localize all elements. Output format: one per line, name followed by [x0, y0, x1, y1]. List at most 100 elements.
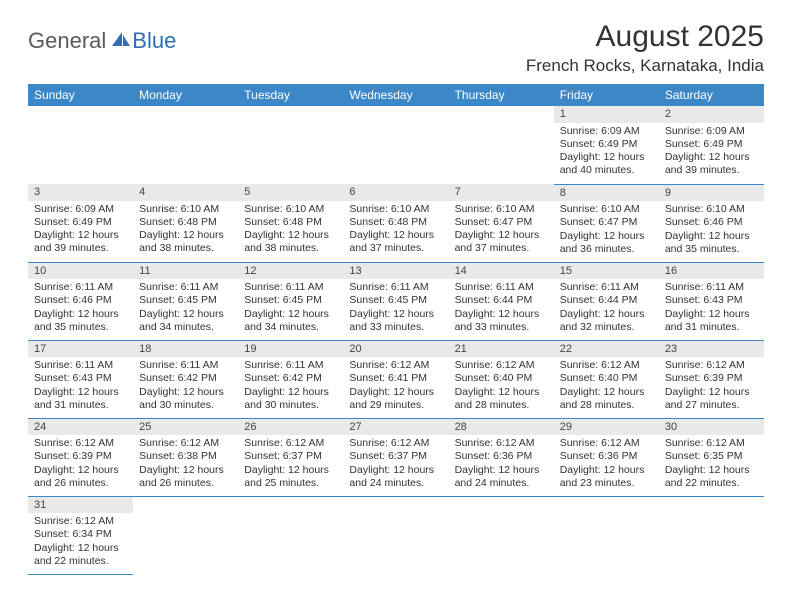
weekday-header: Monday	[133, 84, 238, 106]
day-number: 20	[343, 341, 448, 358]
calendar-day-cell: 23Sunrise: 6:12 AMSunset: 6:39 PMDayligh…	[659, 340, 764, 418]
day-details: Sunrise: 6:12 AMSunset: 6:36 PMDaylight:…	[554, 435, 659, 494]
weekday-header: Thursday	[449, 84, 554, 106]
day-details: Sunrise: 6:10 AMSunset: 6:47 PMDaylight:…	[554, 201, 659, 260]
calendar-day-cell: 21Sunrise: 6:12 AMSunset: 6:40 PMDayligh…	[449, 340, 554, 418]
day-number: 16	[659, 263, 764, 280]
day-details: Sunrise: 6:09 AMSunset: 6:49 PMDaylight:…	[554, 123, 659, 182]
day-details: Sunrise: 6:12 AMSunset: 6:37 PMDaylight:…	[238, 435, 343, 494]
calendar-day-cell: 2Sunrise: 6:09 AMSunset: 6:49 PMDaylight…	[659, 106, 764, 184]
calendar-week-row: 17Sunrise: 6:11 AMSunset: 6:43 PMDayligh…	[28, 340, 764, 418]
calendar-day-cell: 10Sunrise: 6:11 AMSunset: 6:46 PMDayligh…	[28, 262, 133, 340]
weekday-header: Friday	[554, 84, 659, 106]
calendar-day-cell: 8Sunrise: 6:10 AMSunset: 6:47 PMDaylight…	[554, 184, 659, 262]
calendar-day-cell: 25Sunrise: 6:12 AMSunset: 6:38 PMDayligh…	[133, 418, 238, 496]
day-details: Sunrise: 6:09 AMSunset: 6:49 PMDaylight:…	[659, 123, 764, 182]
day-details: Sunrise: 6:12 AMSunset: 6:40 PMDaylight:…	[449, 357, 554, 416]
day-number: 30	[659, 419, 764, 436]
day-number: 7	[449, 184, 554, 201]
calendar-day-cell: 11Sunrise: 6:11 AMSunset: 6:45 PMDayligh…	[133, 262, 238, 340]
logo-sail-icon	[110, 30, 132, 48]
calendar-empty-cell	[133, 106, 238, 184]
calendar-empty-cell	[133, 496, 238, 574]
calendar-day-cell: 4Sunrise: 6:10 AMSunset: 6:48 PMDaylight…	[133, 184, 238, 262]
calendar-week-row: 3Sunrise: 6:09 AMSunset: 6:49 PMDaylight…	[28, 184, 764, 262]
day-details: Sunrise: 6:11 AMSunset: 6:46 PMDaylight:…	[28, 279, 133, 338]
day-number: 26	[238, 419, 343, 436]
day-number: 22	[554, 341, 659, 358]
calendar-day-cell: 14Sunrise: 6:11 AMSunset: 6:44 PMDayligh…	[449, 262, 554, 340]
calendar-empty-cell	[343, 106, 448, 184]
day-number: 24	[28, 419, 133, 436]
calendar-day-cell: 12Sunrise: 6:11 AMSunset: 6:45 PMDayligh…	[238, 262, 343, 340]
day-details: Sunrise: 6:12 AMSunset: 6:34 PMDaylight:…	[28, 513, 133, 572]
calendar-day-cell: 9Sunrise: 6:10 AMSunset: 6:46 PMDaylight…	[659, 184, 764, 262]
calendar-body: 1Sunrise: 6:09 AMSunset: 6:49 PMDaylight…	[28, 106, 764, 574]
day-details: Sunrise: 6:10 AMSunset: 6:48 PMDaylight:…	[343, 201, 448, 260]
day-details: Sunrise: 6:12 AMSunset: 6:39 PMDaylight:…	[28, 435, 133, 494]
day-number: 4	[133, 184, 238, 201]
day-number: 29	[554, 419, 659, 436]
day-number: 18	[133, 341, 238, 358]
calendar-week-row: 24Sunrise: 6:12 AMSunset: 6:39 PMDayligh…	[28, 418, 764, 496]
calendar-day-cell: 5Sunrise: 6:10 AMSunset: 6:48 PMDaylight…	[238, 184, 343, 262]
calendar-empty-cell	[28, 106, 133, 184]
day-details: Sunrise: 6:11 AMSunset: 6:42 PMDaylight:…	[238, 357, 343, 416]
calendar-empty-cell	[238, 106, 343, 184]
day-number: 21	[449, 341, 554, 358]
calendar-week-row: 31Sunrise: 6:12 AMSunset: 6:34 PMDayligh…	[28, 496, 764, 574]
day-number: 11	[133, 263, 238, 280]
calendar-empty-cell	[238, 496, 343, 574]
logo: General Blue	[28, 28, 176, 54]
day-details: Sunrise: 6:11 AMSunset: 6:45 PMDaylight:…	[238, 279, 343, 338]
weekday-header: Sunday	[28, 84, 133, 106]
day-number: 1	[554, 106, 659, 123]
calendar-day-cell: 18Sunrise: 6:11 AMSunset: 6:42 PMDayligh…	[133, 340, 238, 418]
calendar-day-cell: 24Sunrise: 6:12 AMSunset: 6:39 PMDayligh…	[28, 418, 133, 496]
calendar-empty-cell	[449, 496, 554, 574]
day-number: 15	[554, 263, 659, 280]
calendar-table: SundayMondayTuesdayWednesdayThursdayFrid…	[28, 84, 764, 575]
calendar-day-cell: 17Sunrise: 6:11 AMSunset: 6:43 PMDayligh…	[28, 340, 133, 418]
day-details: Sunrise: 6:11 AMSunset: 6:42 PMDaylight:…	[133, 357, 238, 416]
day-details: Sunrise: 6:11 AMSunset: 6:43 PMDaylight:…	[659, 279, 764, 338]
calendar-day-cell: 15Sunrise: 6:11 AMSunset: 6:44 PMDayligh…	[554, 262, 659, 340]
calendar-day-cell: 30Sunrise: 6:12 AMSunset: 6:35 PMDayligh…	[659, 418, 764, 496]
day-details: Sunrise: 6:12 AMSunset: 6:38 PMDaylight:…	[133, 435, 238, 494]
day-number: 8	[554, 185, 659, 202]
calendar-empty-cell	[343, 496, 448, 574]
day-number: 3	[28, 184, 133, 201]
calendar-week-row: 10Sunrise: 6:11 AMSunset: 6:46 PMDayligh…	[28, 262, 764, 340]
calendar-day-cell: 20Sunrise: 6:12 AMSunset: 6:41 PMDayligh…	[343, 340, 448, 418]
location-subtitle: French Rocks, Karnataka, India	[526, 56, 764, 76]
calendar-day-cell: 16Sunrise: 6:11 AMSunset: 6:43 PMDayligh…	[659, 262, 764, 340]
day-number: 10	[28, 263, 133, 280]
day-details: Sunrise: 6:12 AMSunset: 6:41 PMDaylight:…	[343, 357, 448, 416]
title-block: August 2025 French Rocks, Karnataka, Ind…	[526, 20, 764, 76]
calendar-empty-cell	[554, 496, 659, 574]
day-details: Sunrise: 6:12 AMSunset: 6:37 PMDaylight:…	[343, 435, 448, 494]
day-number: 9	[659, 185, 764, 202]
day-details: Sunrise: 6:11 AMSunset: 6:45 PMDaylight:…	[133, 279, 238, 338]
calendar-day-cell: 22Sunrise: 6:12 AMSunset: 6:40 PMDayligh…	[554, 340, 659, 418]
calendar-day-cell: 27Sunrise: 6:12 AMSunset: 6:37 PMDayligh…	[343, 418, 448, 496]
day-details: Sunrise: 6:11 AMSunset: 6:44 PMDaylight:…	[449, 279, 554, 338]
day-number: 27	[343, 419, 448, 436]
header: General Blue August 2025 French Rocks, K…	[28, 20, 764, 76]
day-number: 19	[238, 341, 343, 358]
day-number: 5	[238, 184, 343, 201]
day-number: 2	[659, 106, 764, 123]
calendar-day-cell: 31Sunrise: 6:12 AMSunset: 6:34 PMDayligh…	[28, 496, 133, 574]
day-details: Sunrise: 6:11 AMSunset: 6:44 PMDaylight:…	[554, 279, 659, 338]
calendar-day-cell: 1Sunrise: 6:09 AMSunset: 6:49 PMDaylight…	[554, 106, 659, 184]
day-details: Sunrise: 6:10 AMSunset: 6:48 PMDaylight:…	[238, 201, 343, 260]
calendar-day-cell: 7Sunrise: 6:10 AMSunset: 6:47 PMDaylight…	[449, 184, 554, 262]
day-details: Sunrise: 6:12 AMSunset: 6:36 PMDaylight:…	[449, 435, 554, 494]
calendar-day-cell: 26Sunrise: 6:12 AMSunset: 6:37 PMDayligh…	[238, 418, 343, 496]
day-details: Sunrise: 6:10 AMSunset: 6:46 PMDaylight:…	[659, 201, 764, 260]
day-number: 25	[133, 419, 238, 436]
calendar-empty-cell	[659, 496, 764, 574]
calendar-day-cell: 6Sunrise: 6:10 AMSunset: 6:48 PMDaylight…	[343, 184, 448, 262]
calendar-day-cell: 29Sunrise: 6:12 AMSunset: 6:36 PMDayligh…	[554, 418, 659, 496]
calendar-day-cell: 28Sunrise: 6:12 AMSunset: 6:36 PMDayligh…	[449, 418, 554, 496]
